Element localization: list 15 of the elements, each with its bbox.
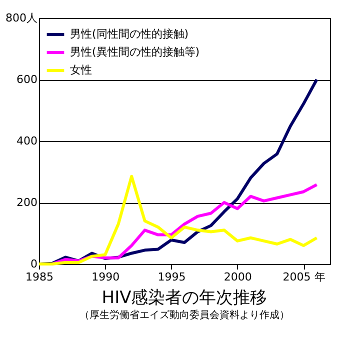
x-tick-label: 1985 (26, 270, 54, 284)
y-tick-label: 800人 (6, 12, 38, 24)
y-tick-label: 200 (16, 196, 38, 209)
y-tick-label: 0 (30, 258, 38, 270)
x-tick-label: 1995 (158, 270, 186, 284)
text: （厚生労働省エイズ動向委員会資料より作成） (80, 309, 290, 321)
x-tick-label: 1990 (92, 270, 120, 284)
legend-label: 女性 (70, 64, 92, 76)
x-tick-label: 2005 年 (282, 270, 326, 284)
y-tick-label: 400 (16, 134, 38, 148)
x-tick-label: 2000 (224, 270, 252, 284)
legend-label: 男性(同性間の性的接触) (70, 28, 189, 40)
legend-label: 男性(異性間の性的接触等) (70, 46, 200, 58)
text: HIV感染者の年次推移 (102, 288, 268, 308)
y-tick-label: 600 (16, 73, 38, 86)
